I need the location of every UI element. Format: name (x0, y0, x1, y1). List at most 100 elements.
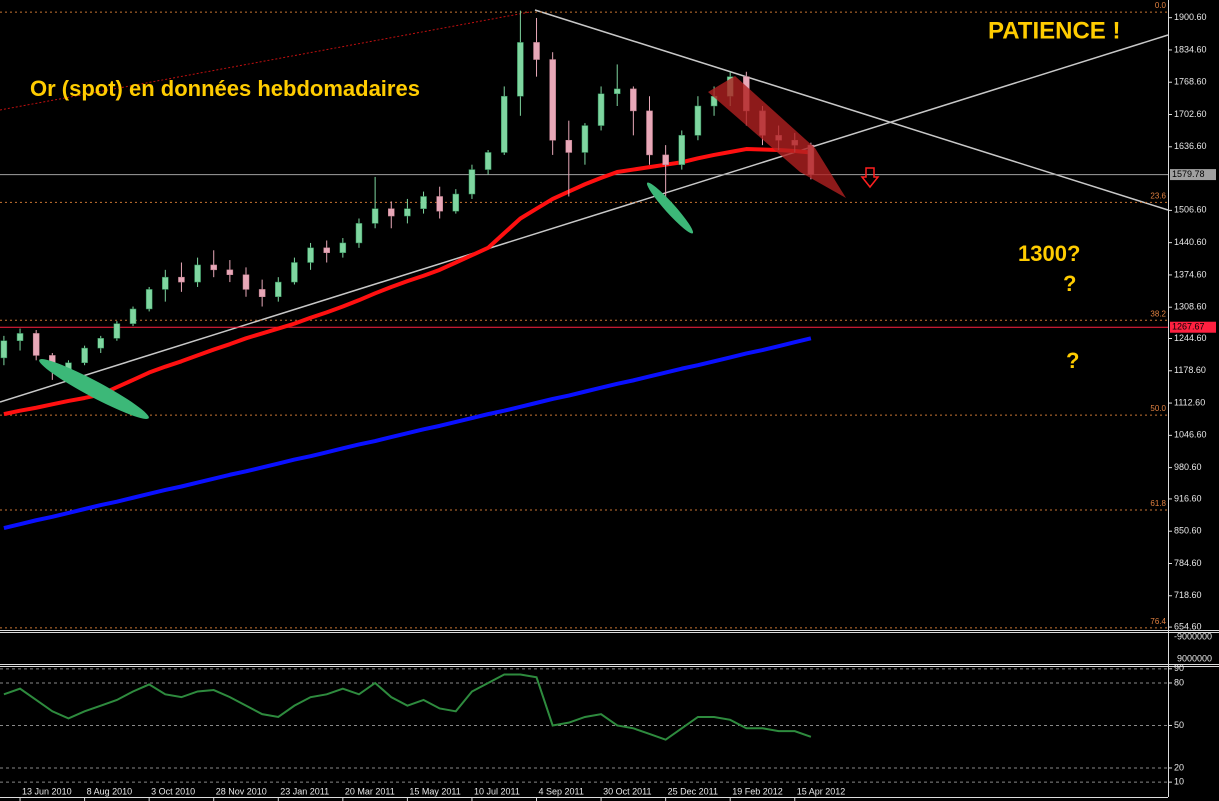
fib-label: 76.4 (1150, 617, 1166, 626)
candle-body (81, 347, 88, 364)
fib-label: 0.0 (1155, 1, 1167, 10)
annotation: PATIENCE ! (988, 17, 1120, 44)
x-tick-label: 15 May 2011 (409, 786, 460, 796)
fib-label: 38.2 (1150, 309, 1166, 318)
y-tick-label: 1178.60 (1174, 365, 1206, 375)
candle-body (662, 154, 669, 165)
x-tick-label: 25 Dec 2011 (668, 786, 718, 796)
y-tick-label: 90 (1174, 663, 1184, 673)
annotation: ? (1063, 271, 1076, 296)
annotation: 1300? (1018, 241, 1080, 266)
candle-body (113, 323, 121, 339)
y-tick-label: 20 (1174, 762, 1184, 772)
x-tick-label: 19 Feb 2012 (732, 786, 783, 796)
y-tick-label: 1244.60 (1174, 333, 1207, 343)
price-label: 1267.67 (1172, 322, 1205, 332)
candle-body (275, 281, 282, 297)
y-tick-label: 784.60 (1174, 558, 1202, 568)
candle-body (226, 269, 234, 275)
candle-body (339, 242, 347, 253)
candle-body (630, 88, 637, 112)
y-tick-label: 1506.60 (1174, 205, 1207, 215)
highlight-ellipse (646, 182, 694, 234)
candle-body (436, 196, 443, 212)
candle-body (355, 223, 363, 244)
x-tick-label: 30 Oct 2011 (603, 786, 651, 796)
x-tick-label: 23 Jan 2011 (280, 786, 329, 796)
trend-line (0, 34, 1169, 403)
candle-body (452, 193, 460, 212)
price-box (1170, 169, 1216, 181)
candle-body (145, 289, 153, 310)
y-tick-label: 1374.60 (1174, 269, 1207, 279)
candle-body (210, 264, 217, 271)
candle-body (32, 333, 40, 356)
candle-body (16, 333, 24, 342)
candle-body (97, 338, 104, 349)
candle-body (307, 247, 314, 263)
fib-label: 23.6 (1150, 191, 1166, 200)
price-box (1170, 321, 1216, 333)
candle-body (162, 276, 169, 290)
candle-body (388, 208, 395, 217)
candle-body (420, 196, 427, 209)
y-tick-label: 10 (1174, 777, 1184, 787)
trend-line (0, 11, 531, 111)
indicator-label: 9000000 (1177, 653, 1212, 663)
moving-average (3, 147, 812, 417)
highlight-ellipse (39, 359, 149, 419)
candle-body (0, 340, 8, 359)
x-tick-label: 4 Sep 2011 (539, 786, 584, 796)
y-tick-label: 916.60 (1174, 493, 1202, 503)
fib-label: 61.8 (1150, 499, 1166, 508)
candle-body (549, 59, 556, 141)
y-tick-label: 654.60 (1174, 621, 1202, 631)
x-tick-label: 13 Jun 2010 (22, 786, 72, 796)
indicator-label: -9000000 (1174, 631, 1212, 641)
candle-body (533, 42, 540, 60)
candle-body (404, 208, 411, 217)
fib-label: 50.0 (1150, 404, 1166, 413)
candle-body (678, 135, 686, 165)
x-tick-label: 28 Nov 2010 (216, 786, 267, 796)
y-tick-label: 980.60 (1174, 462, 1202, 472)
candle-body (484, 152, 492, 170)
y-tick-label: 1308.60 (1174, 302, 1207, 312)
candle-body (581, 125, 589, 153)
x-tick-label: 8 Aug 2010 (87, 786, 133, 796)
candle-body (468, 169, 476, 195)
price-label: 1579.78 (1172, 169, 1205, 179)
down-arrow (860, 167, 880, 189)
y-tick-label: 1112.60 (1174, 397, 1205, 407)
x-tick-label: 3 Oct 2010 (151, 786, 195, 796)
y-tick-label: 1768.60 (1174, 77, 1207, 87)
candle-body (517, 42, 524, 97)
candle-body (291, 262, 298, 283)
candle-body (646, 110, 653, 156)
y-tick-label: 1900.60 (1174, 12, 1207, 22)
y-tick-label: 1046.60 (1174, 430, 1207, 440)
y-tick-label: 1702.60 (1174, 109, 1207, 119)
candle-body (500, 95, 508, 153)
x-tick-label: 15 Apr 2012 (797, 786, 846, 796)
y-tick-label: 50 (1174, 720, 1184, 730)
x-tick-label: 10 Jul 2011 (474, 786, 520, 796)
trend-line (534, 9, 1169, 211)
highlight-zone (708, 76, 846, 198)
candle-body (371, 208, 379, 224)
annotation: Or (spot) en données hebdomadaires (30, 76, 420, 101)
candle-body (323, 247, 330, 253)
candle-body (194, 264, 201, 283)
y-tick-label: 80 (1174, 677, 1184, 687)
candle-body (565, 139, 573, 153)
candle-body (694, 105, 702, 136)
candle-body (242, 274, 250, 290)
oscillator-line (3, 673, 812, 741)
y-tick-label: 1636.60 (1174, 141, 1207, 151)
x-tick-label: 20 Mar 2011 (345, 786, 395, 796)
y-tick-label: 1440.60 (1174, 237, 1207, 247)
